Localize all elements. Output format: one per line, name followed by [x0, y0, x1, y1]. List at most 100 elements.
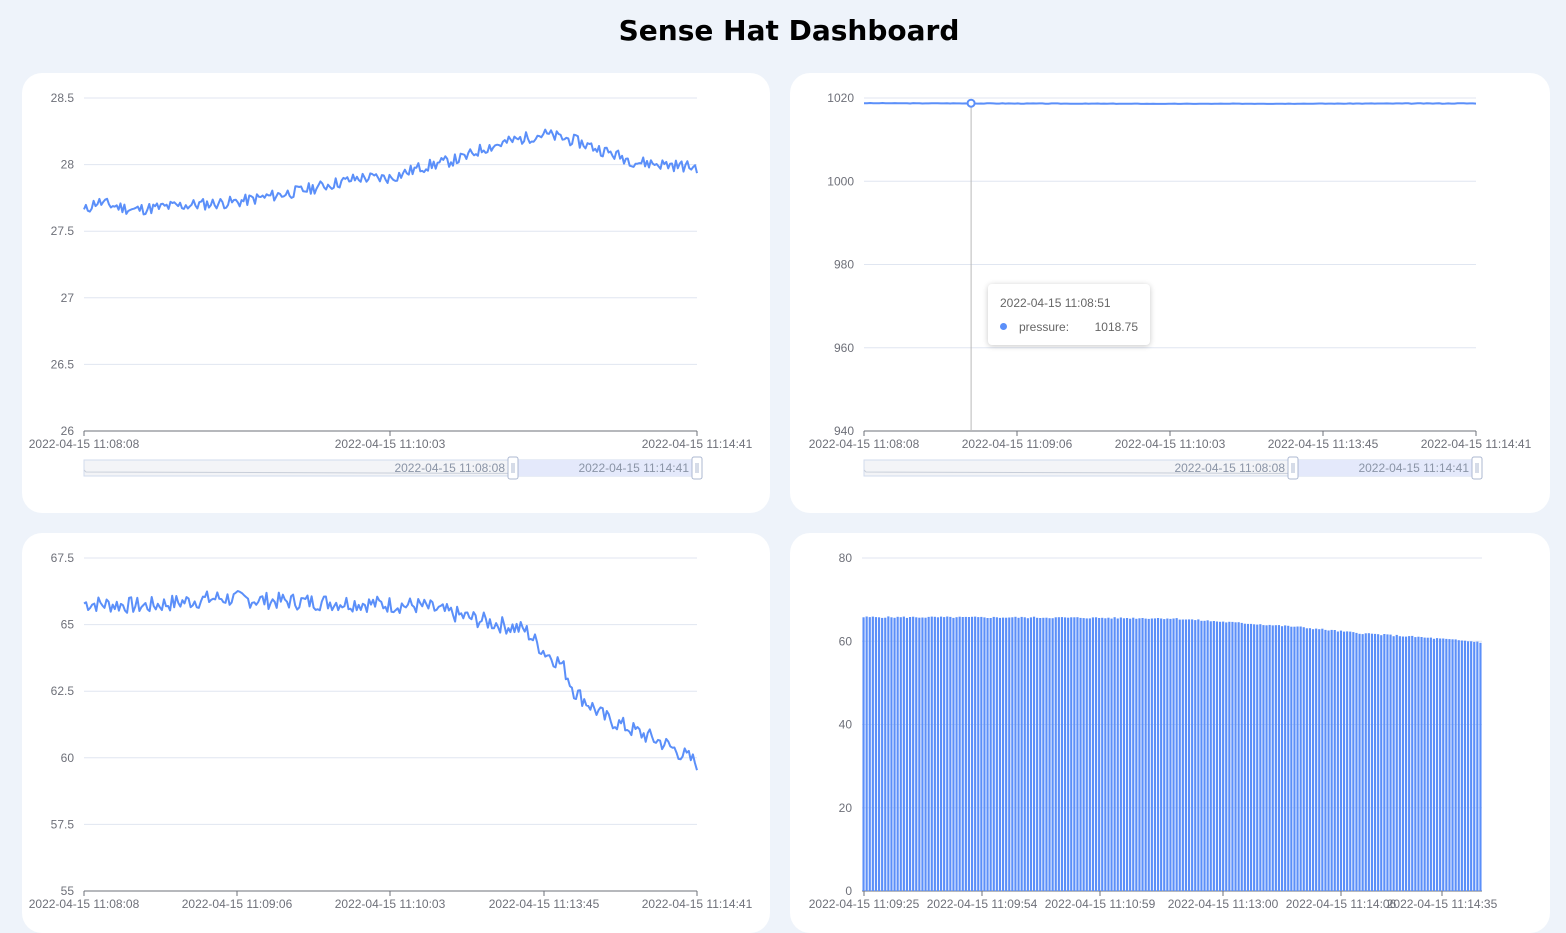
zoom-handle[interactable]: [1471, 456, 1483, 480]
bar: [1076, 617, 1079, 891]
x-tick-label: 2022-04-15 11:09:54: [927, 897, 1038, 911]
bar: [949, 616, 952, 891]
x-tick-label: 2022-04-15 11:08:08: [29, 437, 140, 451]
bar: [1119, 617, 1122, 891]
y-tick-label: 65: [61, 618, 75, 632]
bar: [1308, 628, 1312, 891]
bar: [1054, 617, 1057, 891]
bar: [1005, 617, 1008, 891]
humidity-chart-card: [22, 533, 770, 933]
bar: [896, 616, 899, 891]
bar: [1426, 637, 1429, 891]
bar: [964, 616, 967, 891]
bar: [862, 617, 865, 891]
bar: [1330, 629, 1333, 891]
bar: [1172, 618, 1175, 891]
bar: [1349, 631, 1352, 891]
bar: [874, 617, 878, 891]
bar: [921, 617, 924, 891]
bar: [1454, 639, 1457, 891]
bar: [1091, 617, 1095, 891]
bar: [943, 617, 946, 891]
bar: [927, 616, 930, 891]
chart-tooltip: 2022-04-15 11:08:51 pressure: 1018.75: [988, 284, 1150, 345]
bar: [955, 617, 958, 891]
bar: [1098, 618, 1101, 891]
bar: [986, 618, 989, 891]
bar: [1051, 618, 1054, 891]
bar: [1259, 624, 1262, 891]
bar: [1228, 621, 1231, 891]
bar: [1318, 629, 1321, 891]
bar: [1253, 624, 1256, 891]
bar: [877, 617, 881, 891]
bar: [1101, 617, 1104, 891]
bar: [1417, 636, 1420, 891]
bar: [1122, 618, 1126, 891]
bar: [946, 616, 949, 891]
bar: [1144, 618, 1147, 891]
bar: [1125, 618, 1129, 891]
x-tick-label: 2022-04-15 11:13:45: [489, 897, 600, 911]
bar: [1380, 635, 1383, 891]
bar: [1008, 617, 1011, 891]
zoom-handle[interactable]: [691, 456, 703, 480]
pressure-series-line: [864, 102, 1477, 105]
bar: [1194, 620, 1197, 891]
y-tick-label: 62.5: [51, 684, 75, 698]
zoom-handle[interactable]: [1287, 456, 1299, 480]
x-tick-label: 2022-04-15 11:09:06: [962, 437, 1073, 451]
x-tick-label: 2022-04-15 11:10:03: [1115, 437, 1226, 451]
bar: [1160, 618, 1163, 891]
bar: [977, 617, 980, 891]
y-tick-label: 60: [61, 751, 75, 765]
y-tick-label: 57.5: [51, 817, 75, 831]
bar: [1153, 618, 1157, 891]
bar: [1414, 637, 1417, 891]
bar: [1169, 618, 1172, 891]
bar: [1299, 626, 1302, 891]
bar: [1268, 624, 1271, 891]
bar: [1020, 616, 1023, 891]
bar: [887, 616, 890, 891]
y-tick-label: 940: [834, 424, 854, 438]
bar: [1386, 634, 1389, 891]
bar: [1302, 627, 1305, 891]
bar: [1203, 620, 1206, 891]
y-tick-label: 27: [61, 291, 75, 305]
bar: [1023, 617, 1026, 891]
bar: [1451, 639, 1454, 891]
bar: [1445, 638, 1448, 891]
bar: [1237, 622, 1240, 891]
bar: [1178, 619, 1181, 891]
bar: [884, 617, 887, 891]
bar: [899, 617, 902, 891]
bar: [1001, 617, 1005, 891]
bar: [1398, 636, 1401, 891]
bar: [890, 617, 893, 891]
bar: [1361, 634, 1364, 891]
bar: [1113, 617, 1116, 891]
x-tick-label: 2022-04-15 11:14:41: [1421, 437, 1532, 451]
bar: [1311, 629, 1315, 891]
zoom-handle[interactable]: [507, 456, 519, 480]
bar: [1191, 619, 1194, 891]
bar: [1206, 620, 1209, 891]
bar: [1063, 617, 1067, 891]
temperature-chart-card: [22, 73, 770, 513]
bar: [1457, 640, 1460, 891]
y-tick-label: 26: [61, 424, 75, 438]
bar: [868, 617, 871, 891]
bar: [908, 617, 912, 891]
x-tick-label: 2022-04-15 11:14:35: [1387, 897, 1498, 911]
bar: [1073, 617, 1076, 891]
bar: [1218, 621, 1222, 891]
bar: [1358, 633, 1361, 891]
bar: [933, 616, 936, 891]
bar: [1401, 636, 1405, 891]
x-tick-label: 2022-04-15 11:09:25: [809, 897, 920, 911]
bar: [1181, 619, 1184, 891]
bar: [881, 617, 884, 891]
bar: [1036, 617, 1039, 891]
